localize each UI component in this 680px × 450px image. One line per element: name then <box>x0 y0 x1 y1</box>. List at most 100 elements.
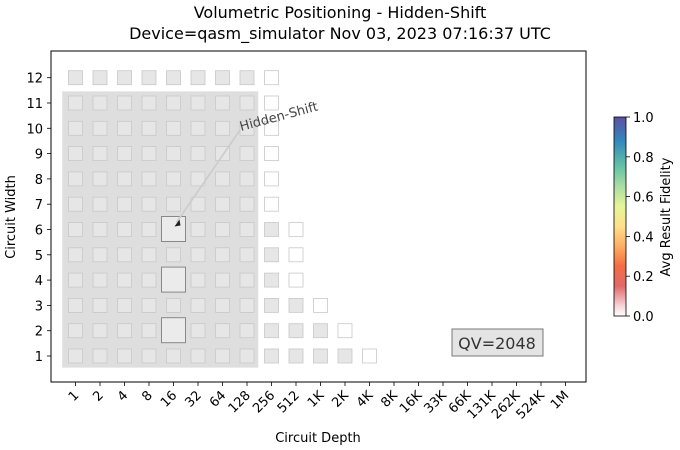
volumetric-cell <box>117 272 132 288</box>
data-point <box>161 216 186 242</box>
colorbar <box>613 116 627 317</box>
chart-subtitle: Device=qasm_simulator Nov 03, 2023 07:16… <box>129 24 551 44</box>
x-axis-label: Circuit Depth <box>275 431 361 446</box>
volumetric-cell <box>215 70 230 86</box>
volumetric-cell <box>166 348 181 364</box>
volumetric-cell <box>92 70 108 86</box>
volumetric-cell <box>68 95 83 111</box>
volumetric-cell <box>92 222 108 237</box>
y-axis-label: Circuit Width <box>4 175 19 259</box>
volumetric-cell <box>288 323 304 339</box>
y-tick-label: 10 <box>26 122 43 137</box>
volumetric-cell <box>92 95 108 111</box>
volumetric-cell <box>313 323 328 339</box>
volumetric-cell <box>68 146 83 162</box>
volumetric-cell <box>362 348 377 364</box>
volumetric-cell <box>117 297 132 313</box>
volumetric-cell <box>117 247 132 263</box>
volumetric-cell <box>68 272 83 288</box>
volumetric-cell <box>141 272 157 288</box>
volumetric-cell <box>264 272 279 288</box>
volumetric-cell <box>264 222 279 237</box>
volumetric-cell <box>215 272 230 288</box>
volumetric-cell <box>239 297 255 313</box>
volumetric-cell <box>239 247 255 263</box>
volumetric-cell <box>337 348 353 364</box>
volumetric-cell <box>190 222 206 237</box>
volumetric-cell <box>190 70 206 86</box>
volumetric-cell <box>141 247 157 263</box>
volumetric-cell <box>239 323 255 339</box>
volumetric-cell <box>264 146 279 162</box>
volumetric-cell <box>117 120 132 136</box>
volumetric-cell <box>215 120 230 136</box>
volumetric-cell <box>141 222 157 237</box>
y-tick-label: 9 <box>35 148 43 163</box>
volumetric-cell <box>141 297 157 313</box>
volumetric-cell <box>141 120 157 136</box>
x-tick-label: 4K <box>354 388 377 411</box>
y-tick-label: 1 <box>35 350 43 365</box>
x-tick-label: 33K <box>421 388 450 417</box>
volumetric-cell <box>239 348 255 364</box>
volumetric-cell <box>190 196 206 212</box>
volumetric-cell <box>166 247 181 263</box>
volumetric-cell <box>68 323 83 339</box>
volumetric-cell <box>313 348 328 364</box>
volumetric-cell <box>215 297 230 313</box>
volumetric-cell <box>141 171 157 187</box>
volumetric-cell <box>68 120 83 136</box>
volumetric-cell <box>141 70 157 86</box>
x-tick-label: 4 <box>115 388 131 404</box>
volumetric-cell <box>239 70 255 86</box>
volumetric-cell <box>288 247 304 263</box>
volumetric-cell <box>190 95 206 111</box>
volumetric-cell <box>239 171 255 187</box>
volumetric-cell <box>215 348 230 364</box>
volumetric-cell <box>215 323 230 339</box>
volumetric-cell <box>190 146 206 162</box>
volumetric-cell <box>166 120 181 136</box>
x-tick-label: 1 <box>66 388 82 404</box>
volumetric-cell <box>117 146 132 162</box>
volumetric-cell <box>337 323 353 339</box>
y-tick-label: 2 <box>35 325 43 340</box>
volumetric-cell <box>215 222 230 237</box>
x-tick-label: 16K <box>397 388 426 417</box>
volumetric-cell <box>190 120 206 136</box>
volumetric-cell <box>313 297 328 313</box>
annotation-arrowhead <box>174 219 181 227</box>
volumetric-cell <box>215 247 230 263</box>
x-tick-label: 8 <box>139 388 155 404</box>
annotation-arrow <box>175 129 241 223</box>
volumetric-cell <box>264 247 279 263</box>
colorbar-tick-label: 0.2 <box>633 270 654 285</box>
qv-label: QV=2048 <box>458 334 536 353</box>
volumetric-cell <box>166 297 181 313</box>
volumetric-cell <box>141 348 157 364</box>
colorbar-tick-label: 1.0 <box>633 111 654 126</box>
x-tick-label: 1M <box>548 388 572 412</box>
x-tick-label: 32 <box>183 388 205 410</box>
y-tick-label: 6 <box>35 224 43 239</box>
volumetric-cell <box>288 297 304 313</box>
volumetric-cell <box>68 297 83 313</box>
x-tick-label: 16 <box>158 388 180 410</box>
volumetric-cell <box>117 171 132 187</box>
volumetric-cell <box>239 196 255 212</box>
volumetric-cell <box>264 171 279 187</box>
volumetric-cell <box>190 348 206 364</box>
volumetric-cell <box>190 272 206 288</box>
y-tick-label: 8 <box>35 173 43 188</box>
volumetric-cell <box>190 297 206 313</box>
data-point <box>161 266 186 293</box>
colorbar-label: Avg Result Fidelity <box>659 157 674 276</box>
volumetric-cell <box>264 120 279 136</box>
volumetric-cell <box>264 95 279 111</box>
volumetric-cell <box>166 146 181 162</box>
colorbar-tick-label: 0.0 <box>633 310 654 325</box>
volumetric-cell <box>166 171 181 187</box>
volumetric-cell <box>141 196 157 212</box>
volumetric-cell <box>68 222 83 237</box>
volumetric-cell <box>264 348 279 364</box>
